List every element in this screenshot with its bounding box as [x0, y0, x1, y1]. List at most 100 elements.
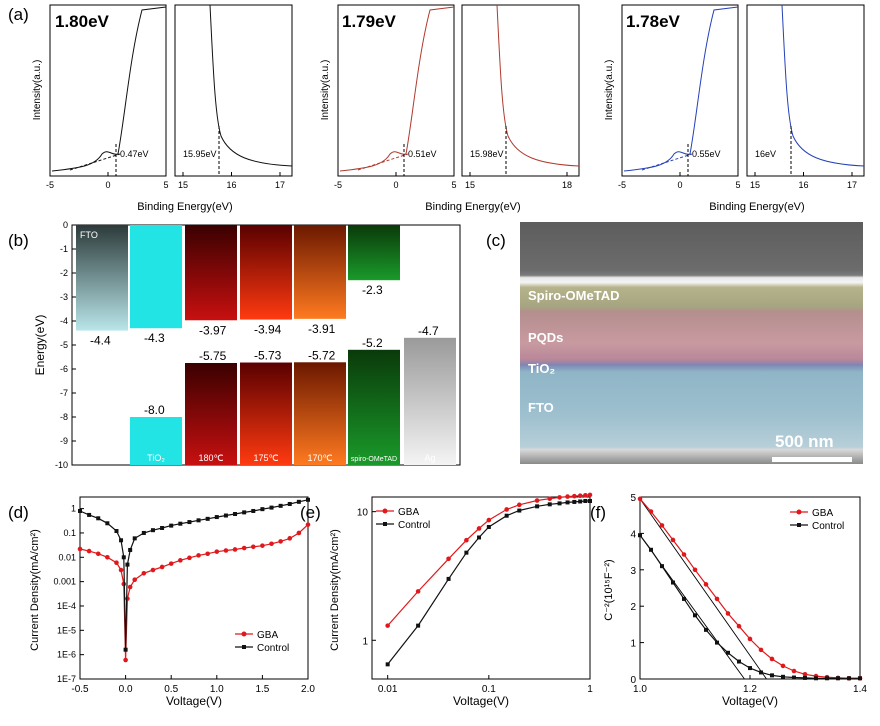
panel-label-c: (c): [486, 231, 506, 250]
series-control-point: [306, 497, 310, 502]
energy-band-ag: [404, 337, 456, 465]
energy-layer-name: FTO: [80, 230, 98, 240]
series-control-point: [737, 659, 741, 664]
energy-ytick-label: -4: [60, 316, 68, 326]
energy-cb-block: [348, 225, 400, 281]
series-control-point: [770, 673, 774, 678]
ups-ylabel: Intensity(a.u.): [320, 60, 331, 121]
ups-tick-label: 15: [750, 180, 760, 190]
log-jv-chart: 0.01 0.1 1 1 10 Voltage(V) Current Density(mA/…: [329, 492, 593, 708]
ups-bandgap-label: 1.78eV: [626, 12, 681, 31]
ups-ylabel: Intensity(a.u.): [32, 60, 43, 121]
energy-level-label: -2.3: [362, 283, 383, 297]
series-gba-point: [802, 671, 808, 677]
xtick-label: 0.1: [482, 684, 496, 695]
series-control-point: [588, 499, 592, 504]
ups-tick-label: 0: [393, 180, 398, 190]
series-gba-point: [250, 544, 256, 550]
energy-band-fto: [76, 225, 128, 331]
energy-vb-block: [348, 349, 400, 465]
energy-ytick-label: -10: [55, 460, 68, 470]
series-control-point: [517, 508, 522, 513]
series-gba-point: [736, 623, 742, 629]
series-control-point: [121, 555, 126, 560]
sem-layer-spiro: Spiro-OMeTAD: [528, 288, 620, 303]
sem-scale-bar: [772, 457, 852, 462]
mott-schottky-chart: 1.0 1.2 1.4 0 1 2 3 4 5 Voltage(V) C⁻²(10¹⁵F⁻²) GBA…: [603, 493, 867, 708]
ups-tick-label: -5: [334, 180, 342, 190]
series-control-point: [792, 675, 796, 680]
ups-valence-curve: [623, 6, 739, 172]
energy-level-label: -4.3: [144, 331, 165, 345]
ups-tick-label: 5: [163, 180, 168, 190]
series-control-point: [187, 520, 192, 525]
ups-cutoff-label: 15.95eV: [183, 149, 217, 159]
series-control-point: [759, 670, 763, 675]
energy-level-label: -5.73: [254, 349, 282, 363]
series-control-point: [141, 530, 146, 535]
series-gba-point: [464, 537, 469, 543]
series-control-point: [682, 596, 686, 601]
series-gba-line: [387, 494, 591, 626]
energy-level-label: -5.72: [308, 348, 336, 362]
ytick-label: 1: [630, 639, 636, 650]
series-control-point: [196, 518, 201, 523]
series-gba-point: [141, 571, 147, 576]
series-control-point: [825, 676, 829, 681]
series-gba-point: [714, 596, 720, 602]
energy-vb-block: [130, 417, 182, 465]
panel-label-a: (a): [8, 5, 29, 24]
ups-ylabel: Intensity(a.u.): [604, 60, 615, 121]
series-control-point: [296, 499, 301, 504]
ytick-label: 1E-5: [57, 625, 76, 635]
series-gba-point: [557, 495, 562, 500]
ups-cutoff-label: 0.55eV: [692, 149, 721, 159]
series-gba-point: [385, 623, 390, 628]
series-control-point: [150, 528, 155, 533]
ytick-label: 1E-6: [57, 650, 76, 660]
energy-ytick-label: -2: [60, 268, 68, 278]
series-gba-point: [572, 493, 577, 499]
series-control-point: [119, 538, 124, 543]
sem-layer-pqds: PQDs: [528, 330, 564, 345]
series-gba-point: [534, 498, 540, 503]
energy-ytick-label: 0: [63, 220, 68, 230]
ytick-label: 0.001: [53, 577, 76, 587]
energy-cb-block: [130, 225, 182, 329]
series-gba-point: [547, 496, 553, 502]
series-control-point: [114, 529, 119, 534]
panel-label-b: (b): [8, 231, 29, 250]
series-control-point: [583, 499, 588, 504]
series-control-point: [847, 676, 851, 681]
series-gba-point: [187, 555, 192, 561]
series-gba-point: [95, 551, 101, 557]
energy-level-label: -4.7: [418, 324, 439, 338]
series-control-point: [858, 676, 862, 681]
energy-ytick-label: -1: [60, 244, 68, 254]
sem-cross-section-image: [520, 222, 863, 464]
series-control-point: [464, 550, 469, 555]
series-control-point: [504, 513, 509, 518]
ups-tick-label: 17: [275, 180, 285, 190]
energy-cb-block: [294, 225, 346, 319]
sem-layer-tio2: TiO₂: [528, 361, 556, 376]
series-gba-point: [504, 507, 509, 512]
series-gba-point: [758, 647, 764, 653]
series-control-point: [385, 662, 390, 667]
ups-tick-label: 16: [226, 180, 236, 190]
series-gba-point: [241, 545, 247, 551]
series-gba-point: [132, 577, 138, 583]
energy-vb-block: [240, 362, 292, 465]
ups-tick-label: 17: [847, 180, 857, 190]
legend-marker: [382, 508, 388, 514]
series-gba-point: [114, 560, 119, 565]
energy-layer-name: spiro-OMeTAD: [351, 456, 397, 463]
fit-line: [639, 498, 767, 680]
series-gba-point: [305, 522, 311, 527]
series-gba-point: [583, 493, 588, 498]
legend-marker: [796, 509, 802, 515]
series-control-point: [132, 536, 137, 541]
series-control-point: [242, 510, 247, 515]
legend-marker: [241, 631, 247, 637]
